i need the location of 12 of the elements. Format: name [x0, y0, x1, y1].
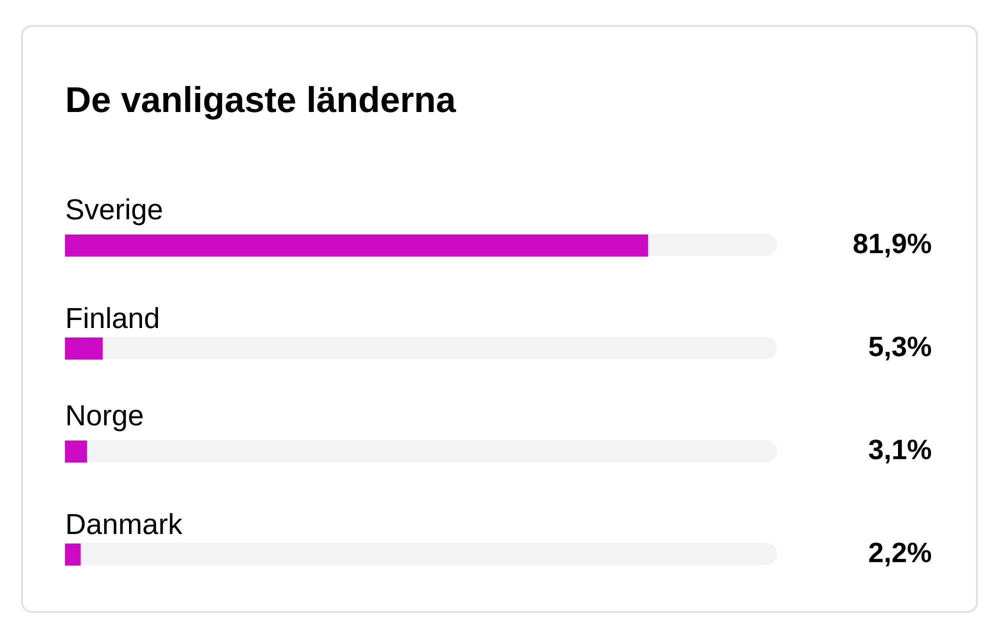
bar: [65, 543, 81, 566]
y-tick-label: Finland: [68, 307, 158, 328]
chart-title: De vanligaste länderna: [68, 86, 456, 120]
data-label: 5,3%: [869, 336, 932, 360]
bar: [65, 337, 103, 360]
y-tick-label: Danmark: [68, 513, 182, 534]
y-tick-label: Sverige: [66, 198, 162, 226]
data-label: 2,2%: [869, 542, 932, 566]
y-tick-label: Norge: [68, 405, 143, 432]
data-label: 3,1%: [868, 440, 932, 464]
bar: [65, 440, 88, 462]
data-label: 81,9%: [854, 234, 932, 258]
